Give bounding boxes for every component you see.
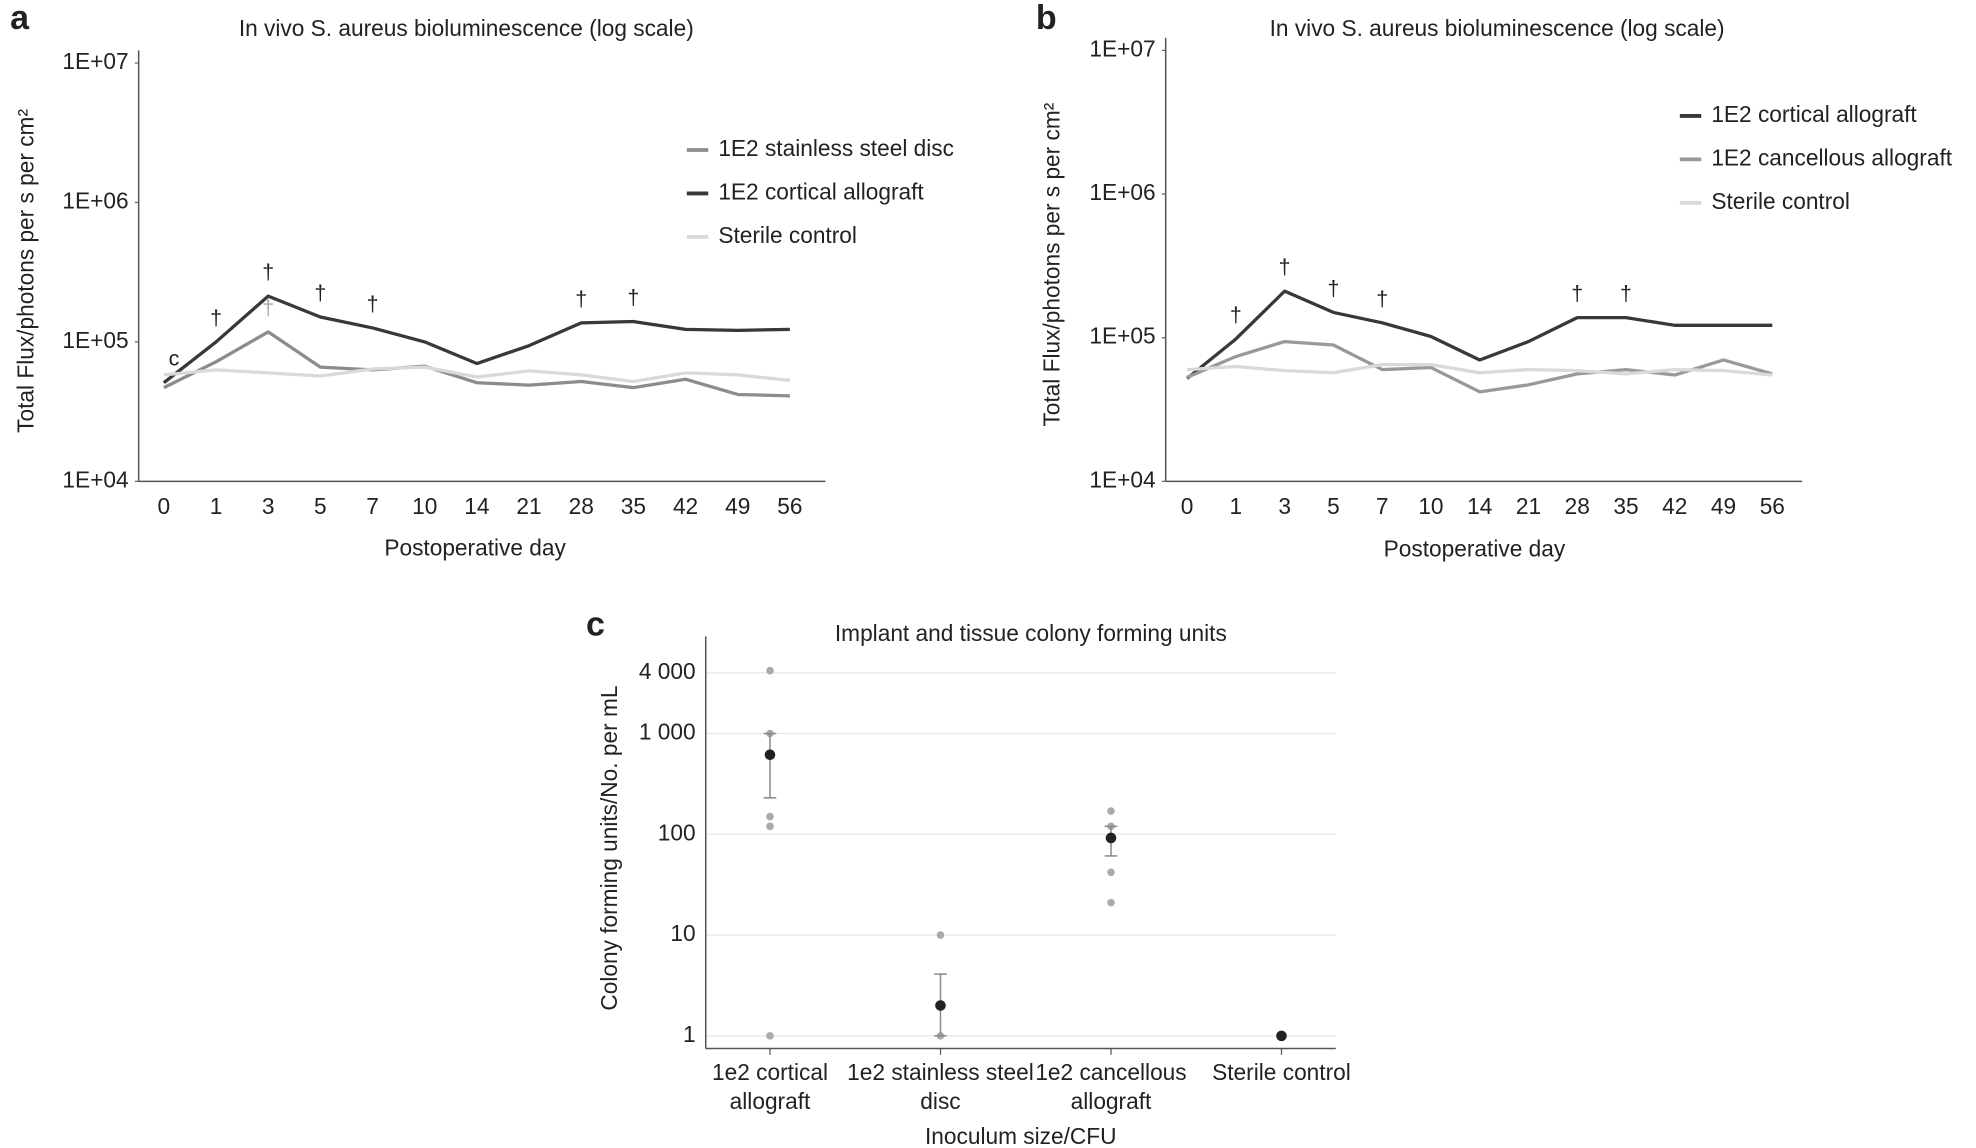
annotation: †: [1620, 282, 1632, 306]
x-tick-label: 5: [1327, 493, 1340, 519]
data-point: [766, 666, 774, 675]
x-tick-label: 10: [1418, 493, 1443, 519]
data-point: [766, 822, 774, 831]
x-tick-label: 7: [1376, 493, 1389, 519]
y-axis-label: Total Flux/photons per s per cm²: [1039, 102, 1065, 426]
legend-label: 1E2 cortical allograft: [1711, 101, 1917, 127]
x-tick-label: 14: [1467, 493, 1492, 519]
y-tick-label: 1E+04: [62, 466, 128, 492]
legend-label: 1E2 cancellous allograft: [1711, 144, 1952, 170]
x-tick-label: 28: [1565, 493, 1590, 519]
x-tick-label: 1e2 stainless steel disc: [847, 1059, 1034, 1114]
x-tick-label: 1: [210, 493, 223, 519]
series-line: [163, 365, 791, 384]
annotation: †: [575, 287, 587, 311]
y-tick-label: 4 000: [639, 658, 696, 684]
x-tick-label: 14: [464, 493, 489, 519]
x-tick-label-box: 1e2 stainless steel disc: [847, 1059, 1034, 1114]
x-tick-label: 28: [569, 493, 594, 519]
data-point: [1107, 898, 1115, 907]
mean-point: [935, 1000, 946, 1011]
y-tick-label: 100: [658, 819, 696, 845]
legend-label: 1E2 stainless steel disc: [718, 135, 954, 161]
data-point: [1107, 868, 1115, 877]
x-tick-label: 0: [158, 493, 171, 519]
x-tick-label: 3: [262, 493, 275, 519]
x-tick-label: 3: [1278, 493, 1291, 519]
x-tick-label: 35: [621, 493, 646, 519]
x-tick-label: 49: [725, 493, 750, 519]
annotation: †: [367, 292, 379, 316]
data-point: [766, 812, 774, 821]
data-point: [766, 1032, 774, 1040]
y-tick-label: 10: [670, 920, 695, 946]
x-tick-label: 35: [1613, 493, 1638, 519]
series-line: [1186, 339, 1773, 394]
annotation: †: [262, 260, 274, 284]
x-tick-label: 21: [516, 493, 541, 519]
annotation: †: [627, 286, 639, 310]
panel-letter: c: [586, 605, 605, 643]
x-axis-label: Postoperative day: [384, 534, 566, 560]
y-tick-label: 1E+07: [1089, 35, 1155, 61]
annotation: †: [210, 306, 222, 330]
mean-point: [1276, 1030, 1287, 1042]
annotation: †: [314, 281, 326, 305]
x-tick-label: 1e2 cortical allograft: [711, 1059, 828, 1114]
y-tick-label: 1E+06: [62, 187, 128, 213]
chart-title: Implant and tissue colony forming units: [835, 620, 1227, 646]
chart-title: In vivo S. aureus bioluminescence (log s…: [1270, 15, 1725, 41]
x-tick-label: 49: [1711, 493, 1736, 519]
x-axis-label: Inoculum size/CFU: [925, 1123, 1117, 1148]
x-tick-label: 21: [1516, 493, 1541, 519]
x-tick-label: 10: [412, 493, 437, 519]
panel-letter: a: [10, 0, 30, 37]
x-tick-label: 1: [1230, 493, 1243, 519]
mean-point: [764, 749, 776, 761]
chart-title: In vivo S. aureus bioluminescence (log s…: [239, 15, 694, 41]
legend-label: 1E2 cortical allograft: [718, 178, 924, 204]
y-axis-label: Total Flux/photons per s per cm²: [13, 109, 39, 433]
x-tick-label-box: Sterile control: [1212, 1059, 1351, 1085]
data-point: [936, 931, 945, 939]
legend-label: Sterile control: [718, 222, 857, 248]
x-tick-label: 42: [673, 493, 698, 519]
y-tick-label: 1E+07: [62, 48, 128, 74]
annotation: †: [1571, 282, 1583, 306]
series-line: [1186, 289, 1773, 380]
y-tick-label: 1: [683, 1021, 696, 1047]
x-axis-label: Postoperative day: [1384, 536, 1566, 562]
annotation: †: [1279, 255, 1291, 279]
series-line: [163, 330, 790, 398]
x-tick-label: 5: [314, 493, 327, 519]
annotation: †: [1376, 287, 1388, 311]
y-axis-label: Colony forming units/No. per mL: [596, 686, 622, 1011]
x-tick-label: 56: [777, 493, 802, 519]
data-point: [1107, 807, 1115, 815]
annotation: †: [1327, 276, 1339, 300]
x-tick-label-box: 1e2 cancellous allograft: [1035, 1059, 1187, 1114]
y-tick-label: 1 000: [639, 719, 696, 745]
x-tick-label: Sterile control: [1212, 1059, 1351, 1085]
series-line: [162, 294, 790, 384]
x-tick-label: 42: [1662, 493, 1687, 519]
legend-label: Sterile control: [1711, 188, 1850, 214]
mean-point: [1105, 832, 1117, 844]
x-tick-label: 0: [1181, 493, 1194, 519]
panel-letter: b: [1036, 0, 1057, 37]
y-tick-label: 1E+06: [1089, 179, 1155, 205]
y-tick-label: 1E+04: [1089, 466, 1155, 492]
annotation: †: [1230, 303, 1242, 327]
x-tick-label: 56: [1760, 493, 1785, 519]
series-line: [1187, 362, 1773, 377]
annotation: c: [169, 347, 180, 371]
x-tick-label-box: 1e2 cortical allograft: [711, 1059, 828, 1114]
x-tick-label: 7: [366, 493, 379, 519]
y-tick-label: 1E+05: [62, 327, 128, 353]
y-tick-label: 1E+05: [1089, 323, 1155, 349]
x-tick-label: 1e2 cancellous allograft: [1035, 1059, 1187, 1114]
annotation: †: [262, 296, 274, 320]
